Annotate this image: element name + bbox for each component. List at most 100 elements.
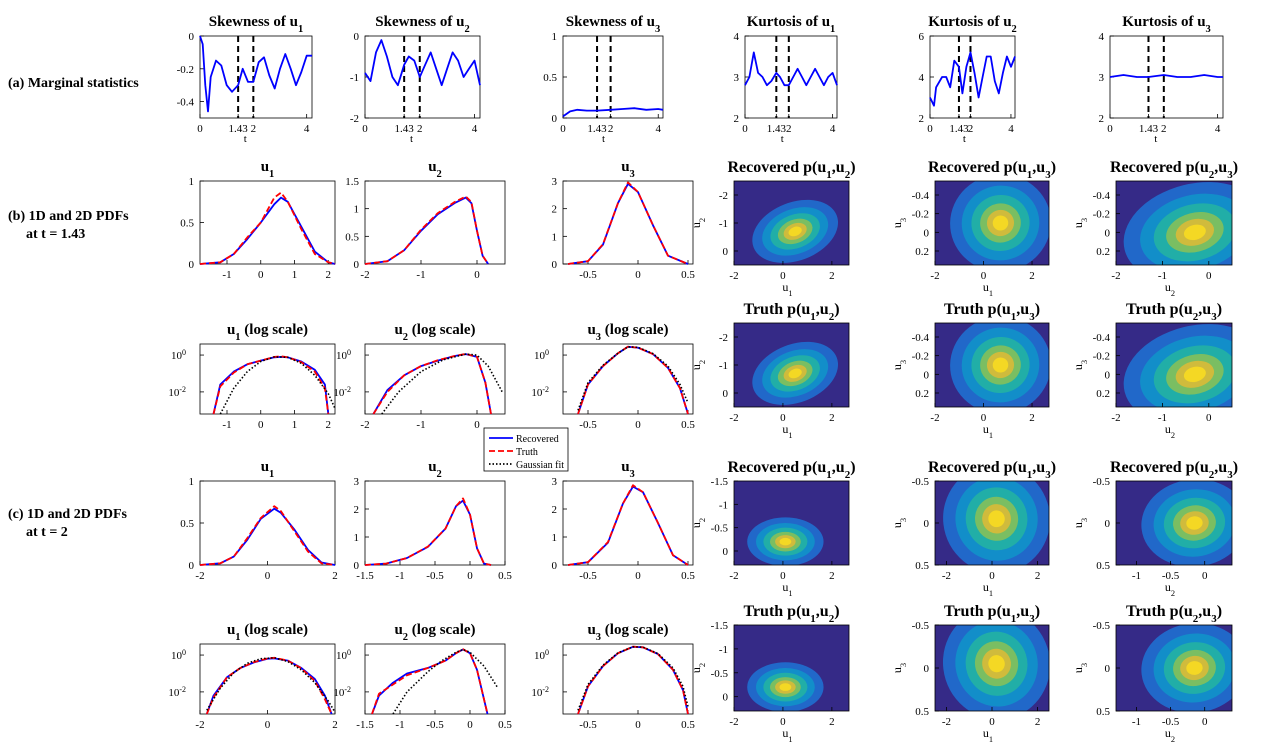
y-tick-label: -0.4 xyxy=(1093,190,1111,202)
y-tick-label: 0 xyxy=(924,227,930,239)
y-tick-label: 100 xyxy=(171,648,186,663)
panel-title: Kurtosis of u3 xyxy=(1122,14,1211,35)
x-axis-label: t xyxy=(244,133,247,145)
x-tick-label: 0.5 xyxy=(681,419,695,431)
subscript: 2 xyxy=(698,663,707,667)
density-contour xyxy=(788,368,802,379)
text-part: ,u xyxy=(1032,459,1045,476)
x-tick-label: 2 xyxy=(332,570,338,582)
y-tick-label: 0 xyxy=(189,31,195,43)
x-tick-label: 2 xyxy=(417,123,423,135)
x-tick-label: 0.5 xyxy=(681,269,695,281)
text-part: ) xyxy=(1035,603,1040,620)
panel-title: Skewness of u2 xyxy=(375,14,469,35)
y-tick-label: 1 xyxy=(552,31,558,43)
text-part: ,u xyxy=(832,459,845,476)
x-tick-label: -2 xyxy=(942,570,951,582)
text-part: u xyxy=(983,280,989,294)
x-tick-label: 0 xyxy=(362,123,368,135)
x-tick-label: -1 xyxy=(395,719,404,731)
y-tick-label: 100 xyxy=(534,648,549,663)
y-axis-label: u3 xyxy=(1071,518,1089,528)
subscript: 1 xyxy=(788,735,792,744)
subscript: 3 xyxy=(1045,169,1051,181)
subscript: 3 xyxy=(1206,24,1211,35)
x-tick-label: -2 xyxy=(360,419,369,431)
tick-exponent: 0 xyxy=(182,348,186,357)
series-line xyxy=(577,345,689,411)
text-part: u xyxy=(1071,667,1085,673)
y-tick-label: 0.2 xyxy=(915,246,929,258)
text-part: ) xyxy=(850,459,855,476)
text-part: u xyxy=(689,522,703,528)
y-tick-label: -0.5 xyxy=(711,523,729,535)
legend: Recovered Truth Gaussian fit xyxy=(483,427,569,472)
y-tick-label: -1.5 xyxy=(711,476,729,488)
subscript: 2 xyxy=(1171,735,1175,744)
y-tick-label: -1 xyxy=(350,72,359,84)
series-line xyxy=(577,645,689,711)
y-tick-label: 0.2 xyxy=(1096,388,1110,400)
heatmap-cells xyxy=(734,481,849,565)
y-axis-label: u2 xyxy=(689,218,707,228)
x-tick-label: 0 xyxy=(474,419,480,431)
text-part: (log scale) xyxy=(408,322,475,338)
x-tick-label: 0 xyxy=(635,419,641,431)
series-line xyxy=(364,497,492,566)
text-part: Truth p(u xyxy=(1126,603,1193,620)
text-part: u xyxy=(227,322,235,338)
x-tick-label: -0.5 xyxy=(426,570,444,582)
x-tick-label: 2 xyxy=(1035,716,1041,728)
y-tick-label: 0.5 xyxy=(543,72,557,84)
x-tick-label: 0.5 xyxy=(681,570,695,582)
series-line xyxy=(206,656,336,713)
y-tick-label: -0.2 xyxy=(1093,209,1110,221)
subscript: 3 xyxy=(1227,469,1233,481)
y-tick-label: 10-2 xyxy=(333,384,351,399)
text-part: u xyxy=(782,726,788,740)
x-tick-label: -0.5 xyxy=(426,719,444,731)
y-tick-label: 0 xyxy=(1105,663,1111,675)
text-part: Skewness of u xyxy=(375,14,464,30)
text-part: u xyxy=(983,422,989,436)
y-axis-label: u2 xyxy=(689,518,707,528)
subscript: 3 xyxy=(655,24,660,35)
panel-title: Recovered p(u1,u2) xyxy=(727,459,855,481)
text-part: Recovered p(u xyxy=(928,459,1027,476)
text-part: ) xyxy=(1051,459,1056,476)
y-axis-label: u3 xyxy=(890,218,908,228)
x-tick-label: -1 xyxy=(416,269,425,281)
heatmap-cells xyxy=(935,181,1049,265)
y-tick-label: 0 xyxy=(354,31,360,43)
text-part: Recovered p(u xyxy=(1110,159,1209,176)
text-part: ) xyxy=(850,159,855,176)
panel-title: u2 xyxy=(428,459,442,480)
axes-box xyxy=(364,643,506,715)
panel-title: Recovered p(u1,u2) xyxy=(727,159,855,181)
subscript: 3 xyxy=(1029,613,1035,625)
row-label-b-line2: at t = 1.43 xyxy=(26,227,86,242)
y-axis-label: u2 xyxy=(689,663,707,673)
y-tick-label: -1 xyxy=(719,360,728,372)
panel-title: u1 xyxy=(261,159,275,180)
x-tick-label: 0.5 xyxy=(681,719,695,731)
density-contour xyxy=(988,510,1005,528)
text-part: u xyxy=(621,159,629,175)
series-line xyxy=(219,356,336,415)
x-axis-label: u1 xyxy=(782,580,792,598)
text-part: u xyxy=(890,222,904,228)
x-tick-label: -0.5 xyxy=(1162,716,1180,728)
tick-exponent: 0 xyxy=(347,648,351,657)
text-part: Truth p(u xyxy=(743,301,810,318)
x-tick-label: -1 xyxy=(416,419,425,431)
x-tick-label: 2 xyxy=(1029,270,1035,282)
